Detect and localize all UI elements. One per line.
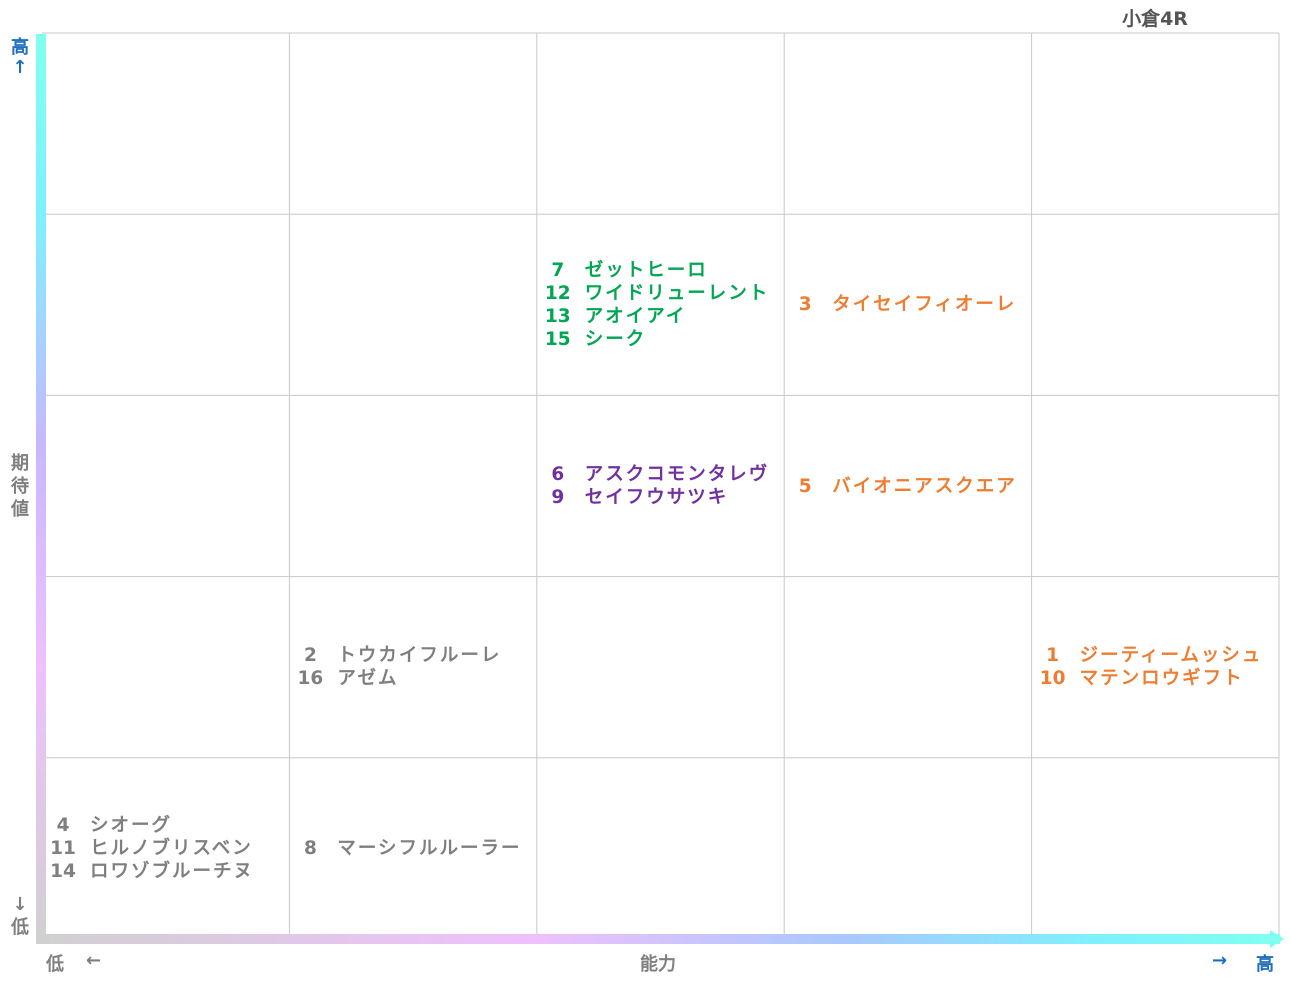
- horse-name: マテンロウギフト: [1079, 668, 1244, 690]
- x-axis-arrowhead: [1270, 930, 1284, 948]
- horse-number: 16: [297, 668, 324, 690]
- horse-number: 15: [544, 328, 571, 350]
- horse-entry: 16 アゼム: [293, 667, 501, 690]
- horse-entry: 3 タイセイフィオーレ: [788, 293, 1016, 316]
- horse-name: アゼム: [337, 668, 399, 690]
- horse-entry: 5 バイオニアスクエア: [788, 475, 1017, 498]
- horse-name: ゼットヒーロ: [584, 259, 708, 281]
- cell-horse-list: 8 マーシフルルーラー: [293, 837, 521, 860]
- horse-entry: 9 セイフウサツキ: [541, 486, 770, 509]
- chart-title: 小倉4R: [1122, 8, 1188, 30]
- horse-entry: 8 マーシフルルーラー: [293, 837, 521, 860]
- cell-horse-list: 4 シオーグ 11 ヒルノブリスベン 14 ロワゾブルーチヌ: [46, 814, 254, 883]
- horse-number: 8: [303, 837, 317, 859]
- horse-entry: 7 ゼットヒーロ: [541, 259, 770, 282]
- horse-number: 11: [50, 837, 76, 859]
- cell-horse-list: 6 アスクコモンタレヴ 9 セイフウサツキ: [541, 463, 770, 509]
- horse-name: セイフウサツキ: [584, 487, 729, 508]
- horse-number: 12: [544, 282, 571, 304]
- grid-lines: [42, 32, 1280, 939]
- horse-entry: 15 シーク: [541, 328, 770, 351]
- horse-name: シーク: [584, 328, 647, 350]
- y-axis-title-char-2: 待: [11, 476, 29, 497]
- horse-entry: 13 アオイアイ: [541, 305, 770, 328]
- horse-number: 10: [1039, 668, 1066, 690]
- horse-entry: 10 マテンロウギフト: [1036, 667, 1263, 690]
- horse-entry: 11 ヒルノブリスベン: [46, 837, 254, 860]
- y-axis-title-char-3: 値: [11, 499, 29, 520]
- x-axis-low-label: 低: [46, 954, 64, 975]
- horse-entry: 1 ジーティームッシュ: [1036, 644, 1263, 667]
- horse-number: 2: [303, 645, 317, 667]
- y-axis-high-label: 高: [11, 37, 29, 58]
- horse-number: 13: [544, 305, 571, 327]
- x-axis-left-arrow: ←: [86, 950, 102, 971]
- cell-horse-list: 1 ジーティームッシュ 10 マテンロウギフト: [1036, 644, 1263, 690]
- horse-number: 5: [798, 475, 812, 497]
- cell-horse-list: 7 ゼットヒーロ 12 ワイドリューレント 13 アオイアイ 15 シーク: [541, 259, 770, 351]
- horse-entry: 4 シオーグ: [46, 814, 254, 837]
- horse-name: アオイアイ: [584, 305, 687, 327]
- x-axis-title: 能力: [640, 954, 676, 975]
- horse-name: タイセイフィオーレ: [832, 294, 1017, 316]
- y-axis-title-char-1: 期: [11, 453, 29, 474]
- horse-entry: 6 アスクコモンタレヴ: [541, 463, 770, 486]
- y-axis-up-arrow: ↑: [12, 57, 28, 78]
- x-axis-high-label: 高: [1256, 954, 1274, 975]
- horse-number: 1: [1046, 645, 1060, 667]
- horse-number: 4: [56, 814, 70, 836]
- x-axis-bar: [36, 934, 1280, 944]
- horse-name: アスクコモンタレヴ: [584, 464, 770, 485]
- horse-name: マーシフルルーラー: [337, 837, 522, 859]
- horse-name: シオーグ: [90, 814, 173, 836]
- horse-name: ヒルノブリスベン: [90, 837, 253, 859]
- horse-number: 9: [551, 487, 565, 508]
- horse-number: 3: [798, 294, 812, 316]
- horse-entry: 2 トウカイフルーレ: [293, 644, 501, 667]
- y-axis-low-label: 低: [11, 917, 29, 938]
- horse-number: 14: [50, 860, 76, 882]
- horse-number: 7: [551, 259, 565, 281]
- x-axis-right-arrow: →: [1212, 950, 1228, 971]
- horse-name: バイオニアスクエア: [832, 475, 1017, 497]
- y-axis-bar: [36, 34, 46, 942]
- horse-name: トウカイフルーレ: [337, 645, 502, 667]
- y-axis-down-arrow: ↓: [12, 894, 28, 915]
- cell-horse-list: 5 バイオニアスクエア: [788, 475, 1017, 498]
- horse-entry: 12 ワイドリューレント: [541, 282, 770, 305]
- horse-name: ジーティームッシュ: [1079, 645, 1263, 667]
- cell-horse-list: 3 タイセイフィオーレ: [788, 293, 1016, 316]
- horse-entry: 14 ロワゾブルーチヌ: [46, 860, 254, 883]
- horse-name: ロワゾブルーチヌ: [90, 860, 255, 882]
- cell-horse-list: 2 トウカイフルーレ 16 アゼム: [293, 644, 501, 690]
- horse-number: 6: [551, 464, 565, 485]
- horse-name: ワイドリューレント: [584, 282, 770, 304]
